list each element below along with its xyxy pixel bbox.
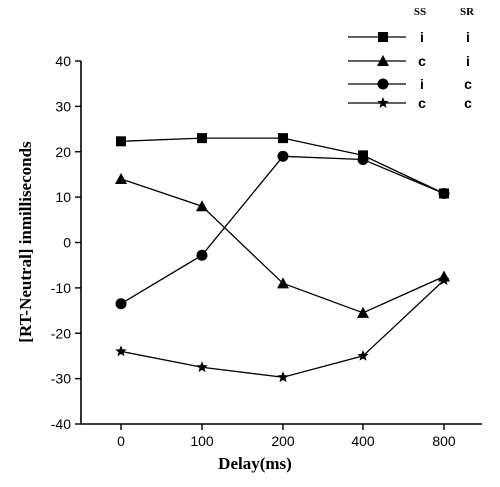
y-tick-label: -20	[51, 325, 71, 341]
data-point-star	[277, 371, 289, 383]
data-point-circle	[438, 187, 450, 199]
x-tick-label: 800	[432, 433, 456, 449]
legend-ss-value: i	[420, 76, 424, 92]
x-tick-label: 200	[271, 433, 295, 449]
legend-marker-star	[377, 97, 389, 108]
data-point-square	[116, 136, 126, 147]
x-tick-label: 400	[351, 433, 375, 449]
legend-ss-value: c	[418, 53, 426, 69]
legend-header-sr: SR	[460, 6, 475, 18]
legend-sr-value: c	[464, 95, 472, 111]
y-tick-label: 0	[63, 235, 71, 251]
data-point-triangle	[115, 172, 127, 184]
y-tick-label: -10	[51, 280, 71, 296]
data-point-circle	[196, 249, 208, 261]
data-point-square	[278, 133, 288, 144]
data-point-circle	[115, 298, 127, 310]
legend-header-ss: SS	[414, 6, 426, 18]
data-point-star	[196, 361, 208, 373]
y-axis-title: [RT-Neutral] inmilliseconds	[16, 141, 35, 343]
legend-marker-triangle	[377, 55, 389, 66]
data-point-star	[438, 274, 450, 286]
legend-sr-value: c	[464, 76, 472, 92]
data-point-triangle	[277, 277, 289, 289]
y-tick-label: 10	[55, 189, 71, 205]
legend: SS SRi ic ii cc c	[348, 6, 475, 111]
series-line-star	[120, 279, 445, 378]
data-point-triangle	[357, 306, 369, 318]
axes	[75, 60, 482, 430]
data-point-circle	[357, 153, 369, 165]
y-tick-label: -40	[51, 416, 71, 432]
series-line-square	[120, 137, 445, 195]
data-point-circle	[277, 150, 289, 162]
legend-marker-circle	[377, 78, 389, 90]
legend-ss-value: c	[418, 95, 426, 111]
data-point-square	[197, 133, 207, 144]
x-tick-label: 0	[117, 433, 125, 449]
series-line-triangle	[120, 178, 445, 314]
legend-ss-value: i	[420, 29, 424, 45]
data-point-star	[115, 345, 127, 357]
y-tick-label: -30	[51, 371, 71, 387]
y-tick-label: 40	[55, 53, 71, 69]
x-tick-label: 100	[190, 433, 214, 449]
legend-sr-value: i	[466, 53, 470, 69]
data-point-star	[357, 349, 369, 361]
legend-marker-square	[378, 32, 388, 42]
x-axis-title: Delay(ms)	[218, 454, 292, 473]
legend-sr-value: i	[466, 29, 470, 45]
data-point-triangle	[196, 200, 208, 212]
series-layer	[115, 133, 450, 383]
y-tick-label: 20	[55, 144, 71, 160]
y-tick-label: 30	[55, 98, 71, 114]
